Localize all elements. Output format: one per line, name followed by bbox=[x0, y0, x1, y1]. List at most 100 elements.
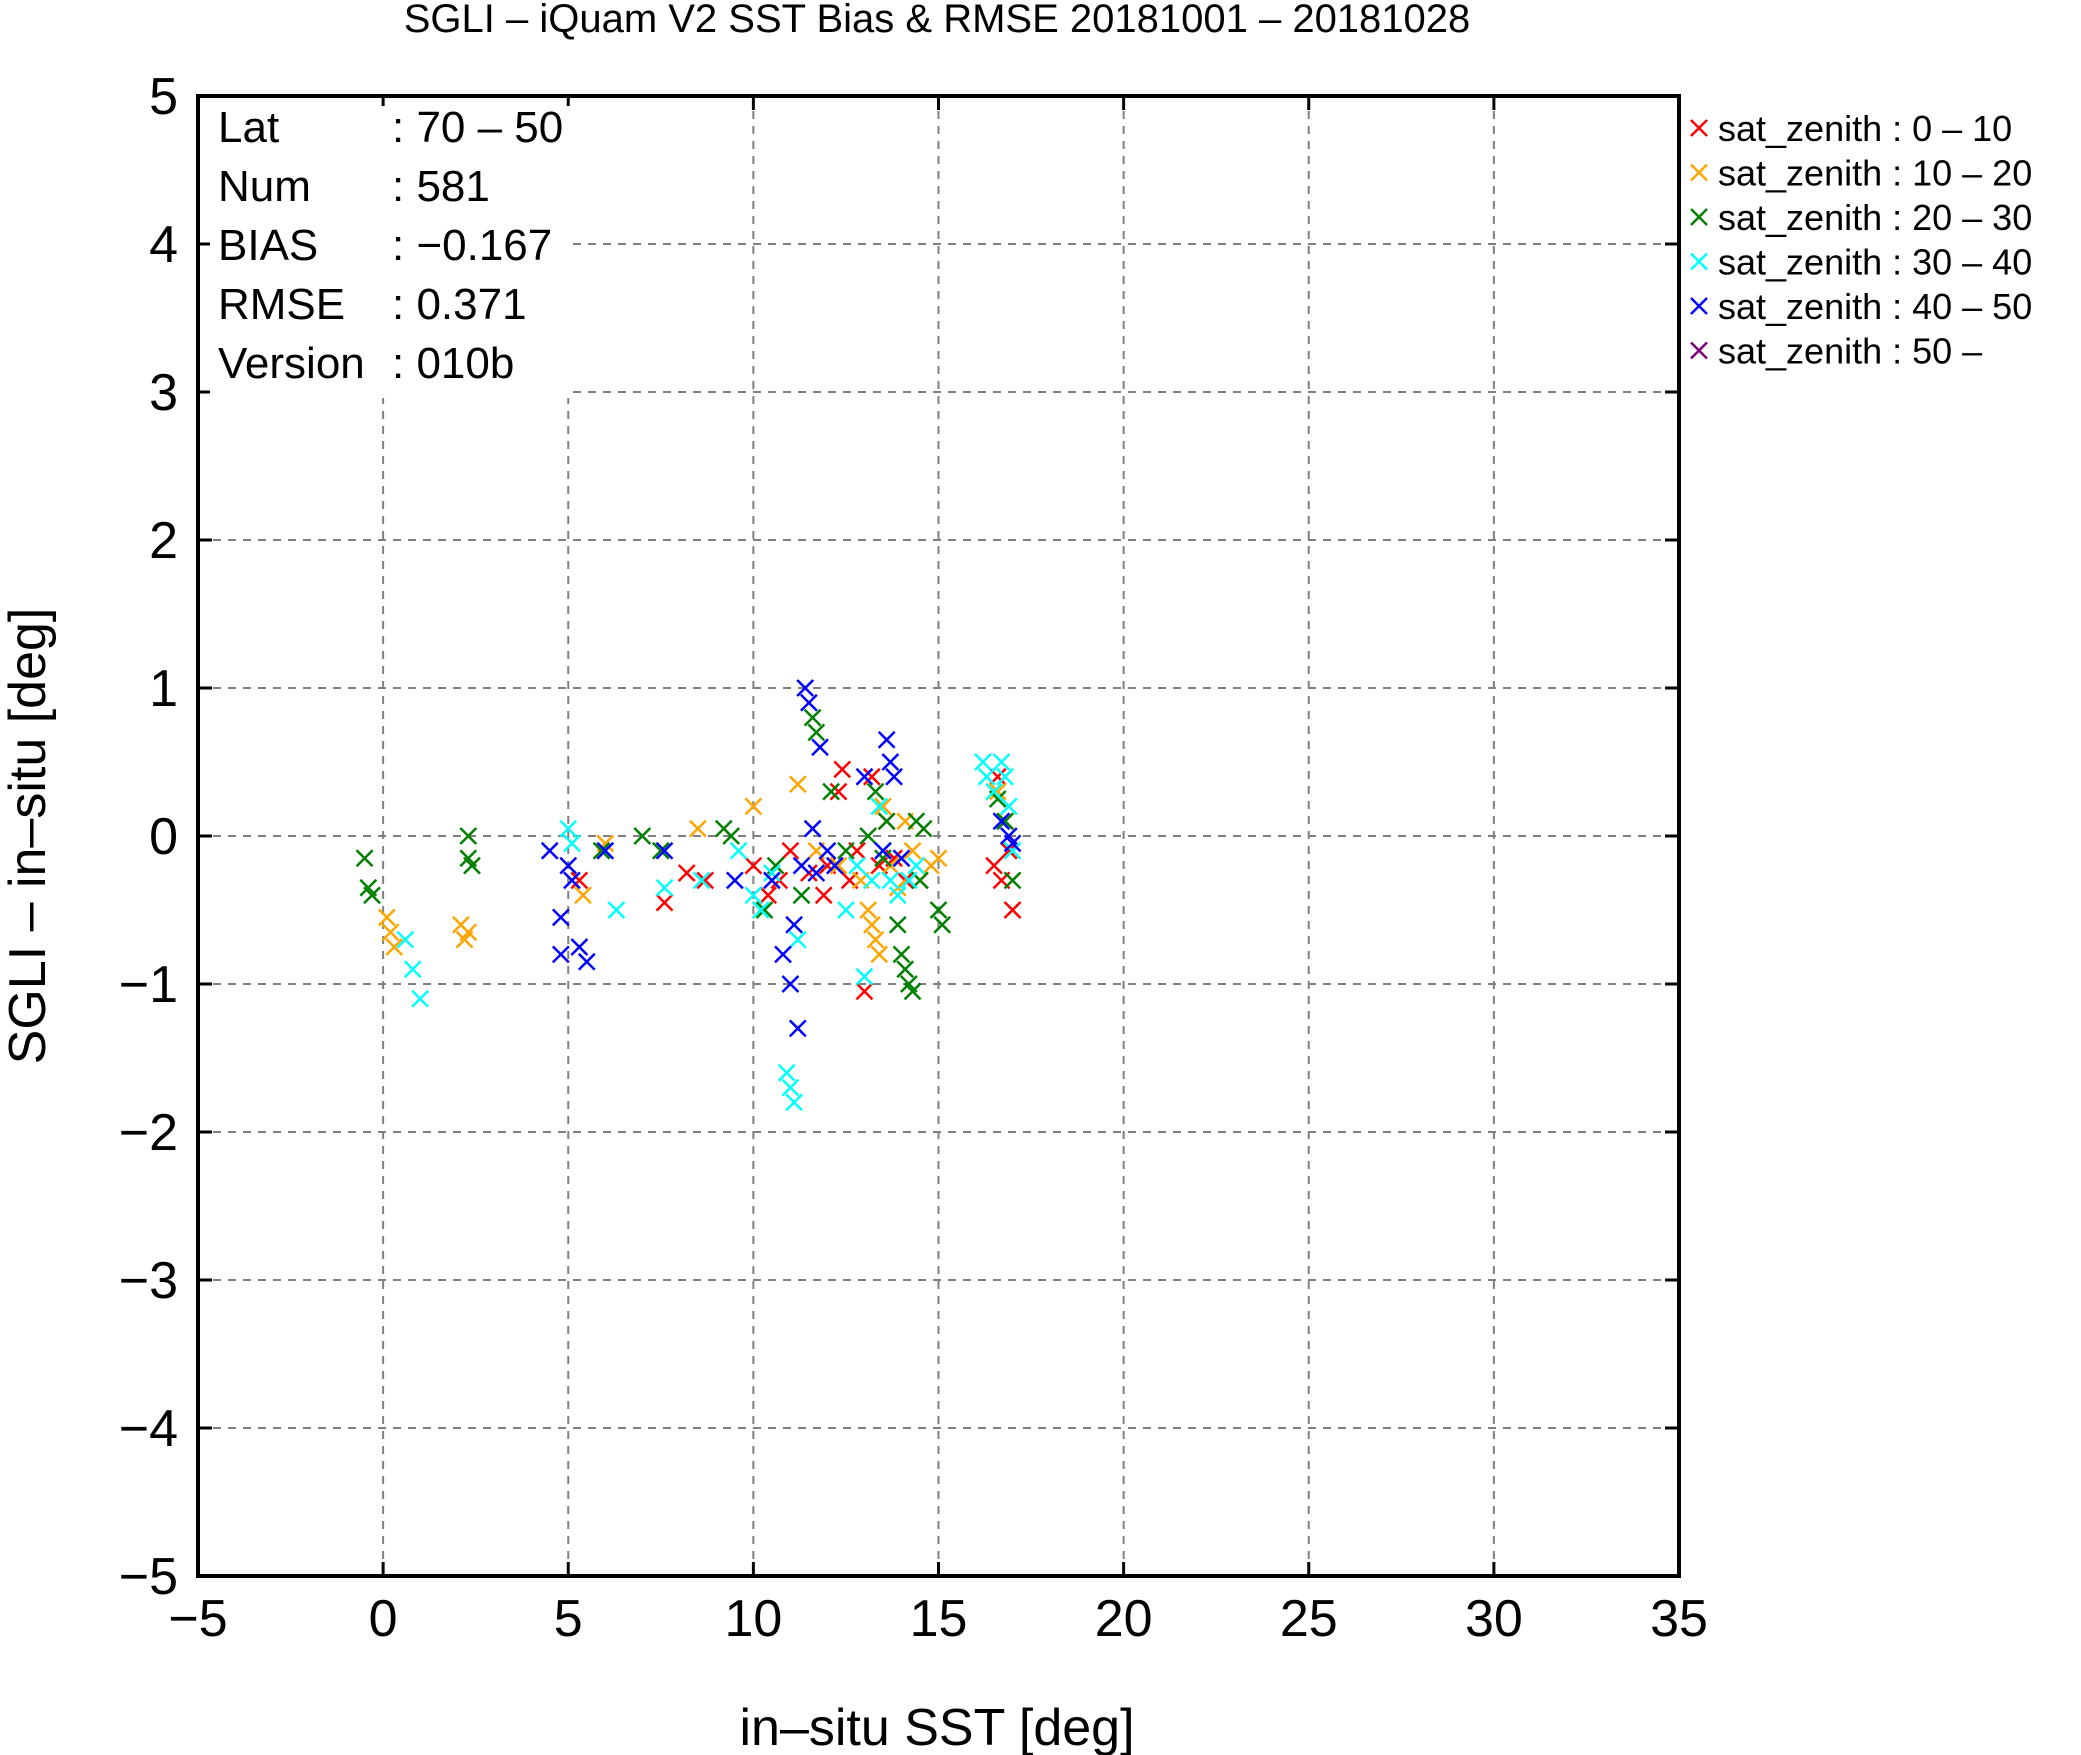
data-point bbox=[755, 901, 774, 919]
data-point bbox=[403, 960, 422, 979]
data-point bbox=[807, 864, 826, 882]
data-point bbox=[974, 753, 992, 771]
data-point bbox=[788, 930, 807, 949]
stats-key: Num bbox=[218, 162, 311, 211]
data-point bbox=[570, 938, 589, 956]
data-point bbox=[574, 886, 592, 905]
data-point bbox=[363, 886, 381, 905]
data-point bbox=[551, 945, 570, 964]
data-point bbox=[607, 901, 626, 919]
data-point bbox=[855, 982, 874, 1001]
legend-entry: sat_zenith : 50 – bbox=[1690, 331, 1982, 372]
legend-label: sat_zenith : 30 – 40 bbox=[1718, 242, 2032, 283]
y-tick-label: 2 bbox=[149, 512, 178, 570]
x-tick-label: 20 bbox=[1095, 1590, 1153, 1648]
data-point bbox=[803, 708, 822, 727]
data-point bbox=[396, 930, 415, 949]
data-point bbox=[774, 945, 792, 964]
data-point bbox=[763, 871, 781, 890]
y-tick-label: 1 bbox=[149, 660, 178, 718]
data-point bbox=[1003, 871, 1022, 890]
data-point bbox=[933, 915, 952, 934]
data-point bbox=[977, 767, 996, 786]
data-point bbox=[903, 982, 922, 1001]
legend-label: sat_zenith : 10 – 20 bbox=[1718, 153, 2032, 194]
stats-key: Lat bbox=[218, 103, 279, 152]
data-point bbox=[377, 908, 396, 927]
data-point bbox=[655, 878, 674, 897]
data-point bbox=[559, 856, 578, 875]
data-point bbox=[696, 871, 715, 890]
data-point bbox=[988, 782, 1007, 801]
data-point bbox=[692, 871, 711, 890]
data-point bbox=[633, 827, 652, 845]
data-point bbox=[859, 901, 878, 919]
data-point bbox=[729, 841, 748, 860]
data-points bbox=[355, 679, 1022, 1112]
legend-entry: sat_zenith : 20 – 30 bbox=[1690, 197, 2032, 238]
data-point bbox=[870, 797, 889, 816]
data-point bbox=[888, 886, 907, 905]
x-tick-label: 0 bbox=[369, 1590, 398, 1648]
data-point bbox=[914, 819, 933, 838]
stats-key: RMSE bbox=[218, 280, 345, 329]
data-point bbox=[459, 827, 478, 845]
stats-key: Version bbox=[218, 339, 365, 388]
data-point bbox=[837, 901, 855, 919]
data-point bbox=[814, 886, 833, 905]
data-point bbox=[355, 849, 374, 868]
data-point bbox=[862, 871, 881, 890]
data-point bbox=[874, 849, 892, 868]
legend-marker bbox=[1690, 119, 1708, 137]
y-axis-label: SGLI – in–situ [deg] bbox=[0, 608, 57, 1065]
x-tick-label: 10 bbox=[724, 1590, 782, 1648]
data-point bbox=[655, 893, 674, 912]
legend-marker bbox=[1690, 252, 1708, 271]
data-point bbox=[899, 871, 918, 890]
data-point bbox=[781, 1078, 800, 1097]
legend-marker bbox=[1690, 208, 1708, 226]
data-point bbox=[855, 967, 874, 986]
stats-key: BIAS bbox=[218, 221, 318, 270]
legend-entry: sat_zenith : 30 – 40 bbox=[1690, 242, 2032, 283]
stats-box-background bbox=[210, 106, 570, 398]
data-point bbox=[551, 908, 570, 927]
y-tick-label: −5 bbox=[119, 1548, 178, 1606]
data-point bbox=[744, 856, 763, 875]
data-point bbox=[859, 827, 878, 845]
data-point bbox=[874, 797, 892, 816]
data-point bbox=[785, 1093, 803, 1112]
data-point bbox=[570, 871, 589, 890]
data-point bbox=[825, 856, 844, 875]
data-point bbox=[985, 782, 1003, 801]
data-point bbox=[751, 901, 770, 919]
chart-title: SGLI – iQuam V2 SST Bias & RMSE 20181001… bbox=[404, 0, 1471, 41]
data-point bbox=[862, 767, 881, 786]
data-point bbox=[999, 797, 1018, 816]
data-point bbox=[992, 753, 1011, 771]
stats-value: : 010b bbox=[392, 339, 514, 388]
y-tick-label: 5 bbox=[149, 68, 178, 126]
data-point bbox=[874, 841, 892, 860]
data-point bbox=[1003, 901, 1022, 919]
data-point bbox=[792, 856, 811, 875]
data-point bbox=[655, 841, 674, 860]
x-tick-label: 35 bbox=[1650, 1590, 1708, 1648]
data-point bbox=[744, 797, 763, 816]
data-point bbox=[885, 767, 903, 786]
y-tick-label: −1 bbox=[119, 956, 178, 1014]
data-point bbox=[788, 1019, 807, 1038]
legend-label: sat_zenith : 20 – 30 bbox=[1718, 197, 2032, 238]
data-point bbox=[888, 915, 907, 934]
data-point bbox=[992, 812, 1011, 831]
y-tick-label: 4 bbox=[149, 216, 178, 274]
data-point bbox=[781, 975, 800, 993]
y-tick-label: −2 bbox=[119, 1104, 178, 1162]
stats-value: : 581 bbox=[392, 162, 490, 211]
data-point bbox=[866, 930, 885, 949]
data-point bbox=[563, 834, 581, 853]
axis-ticks: −5 0 5 10 15 20 25 30 35 −5 −4 −3 −2 −1 0 1 2 3 4 5 bbox=[119, 68, 1708, 1648]
legend-label: sat_zenith : 50 – bbox=[1718, 331, 1982, 372]
stats-value: : −0.167 bbox=[392, 221, 552, 270]
